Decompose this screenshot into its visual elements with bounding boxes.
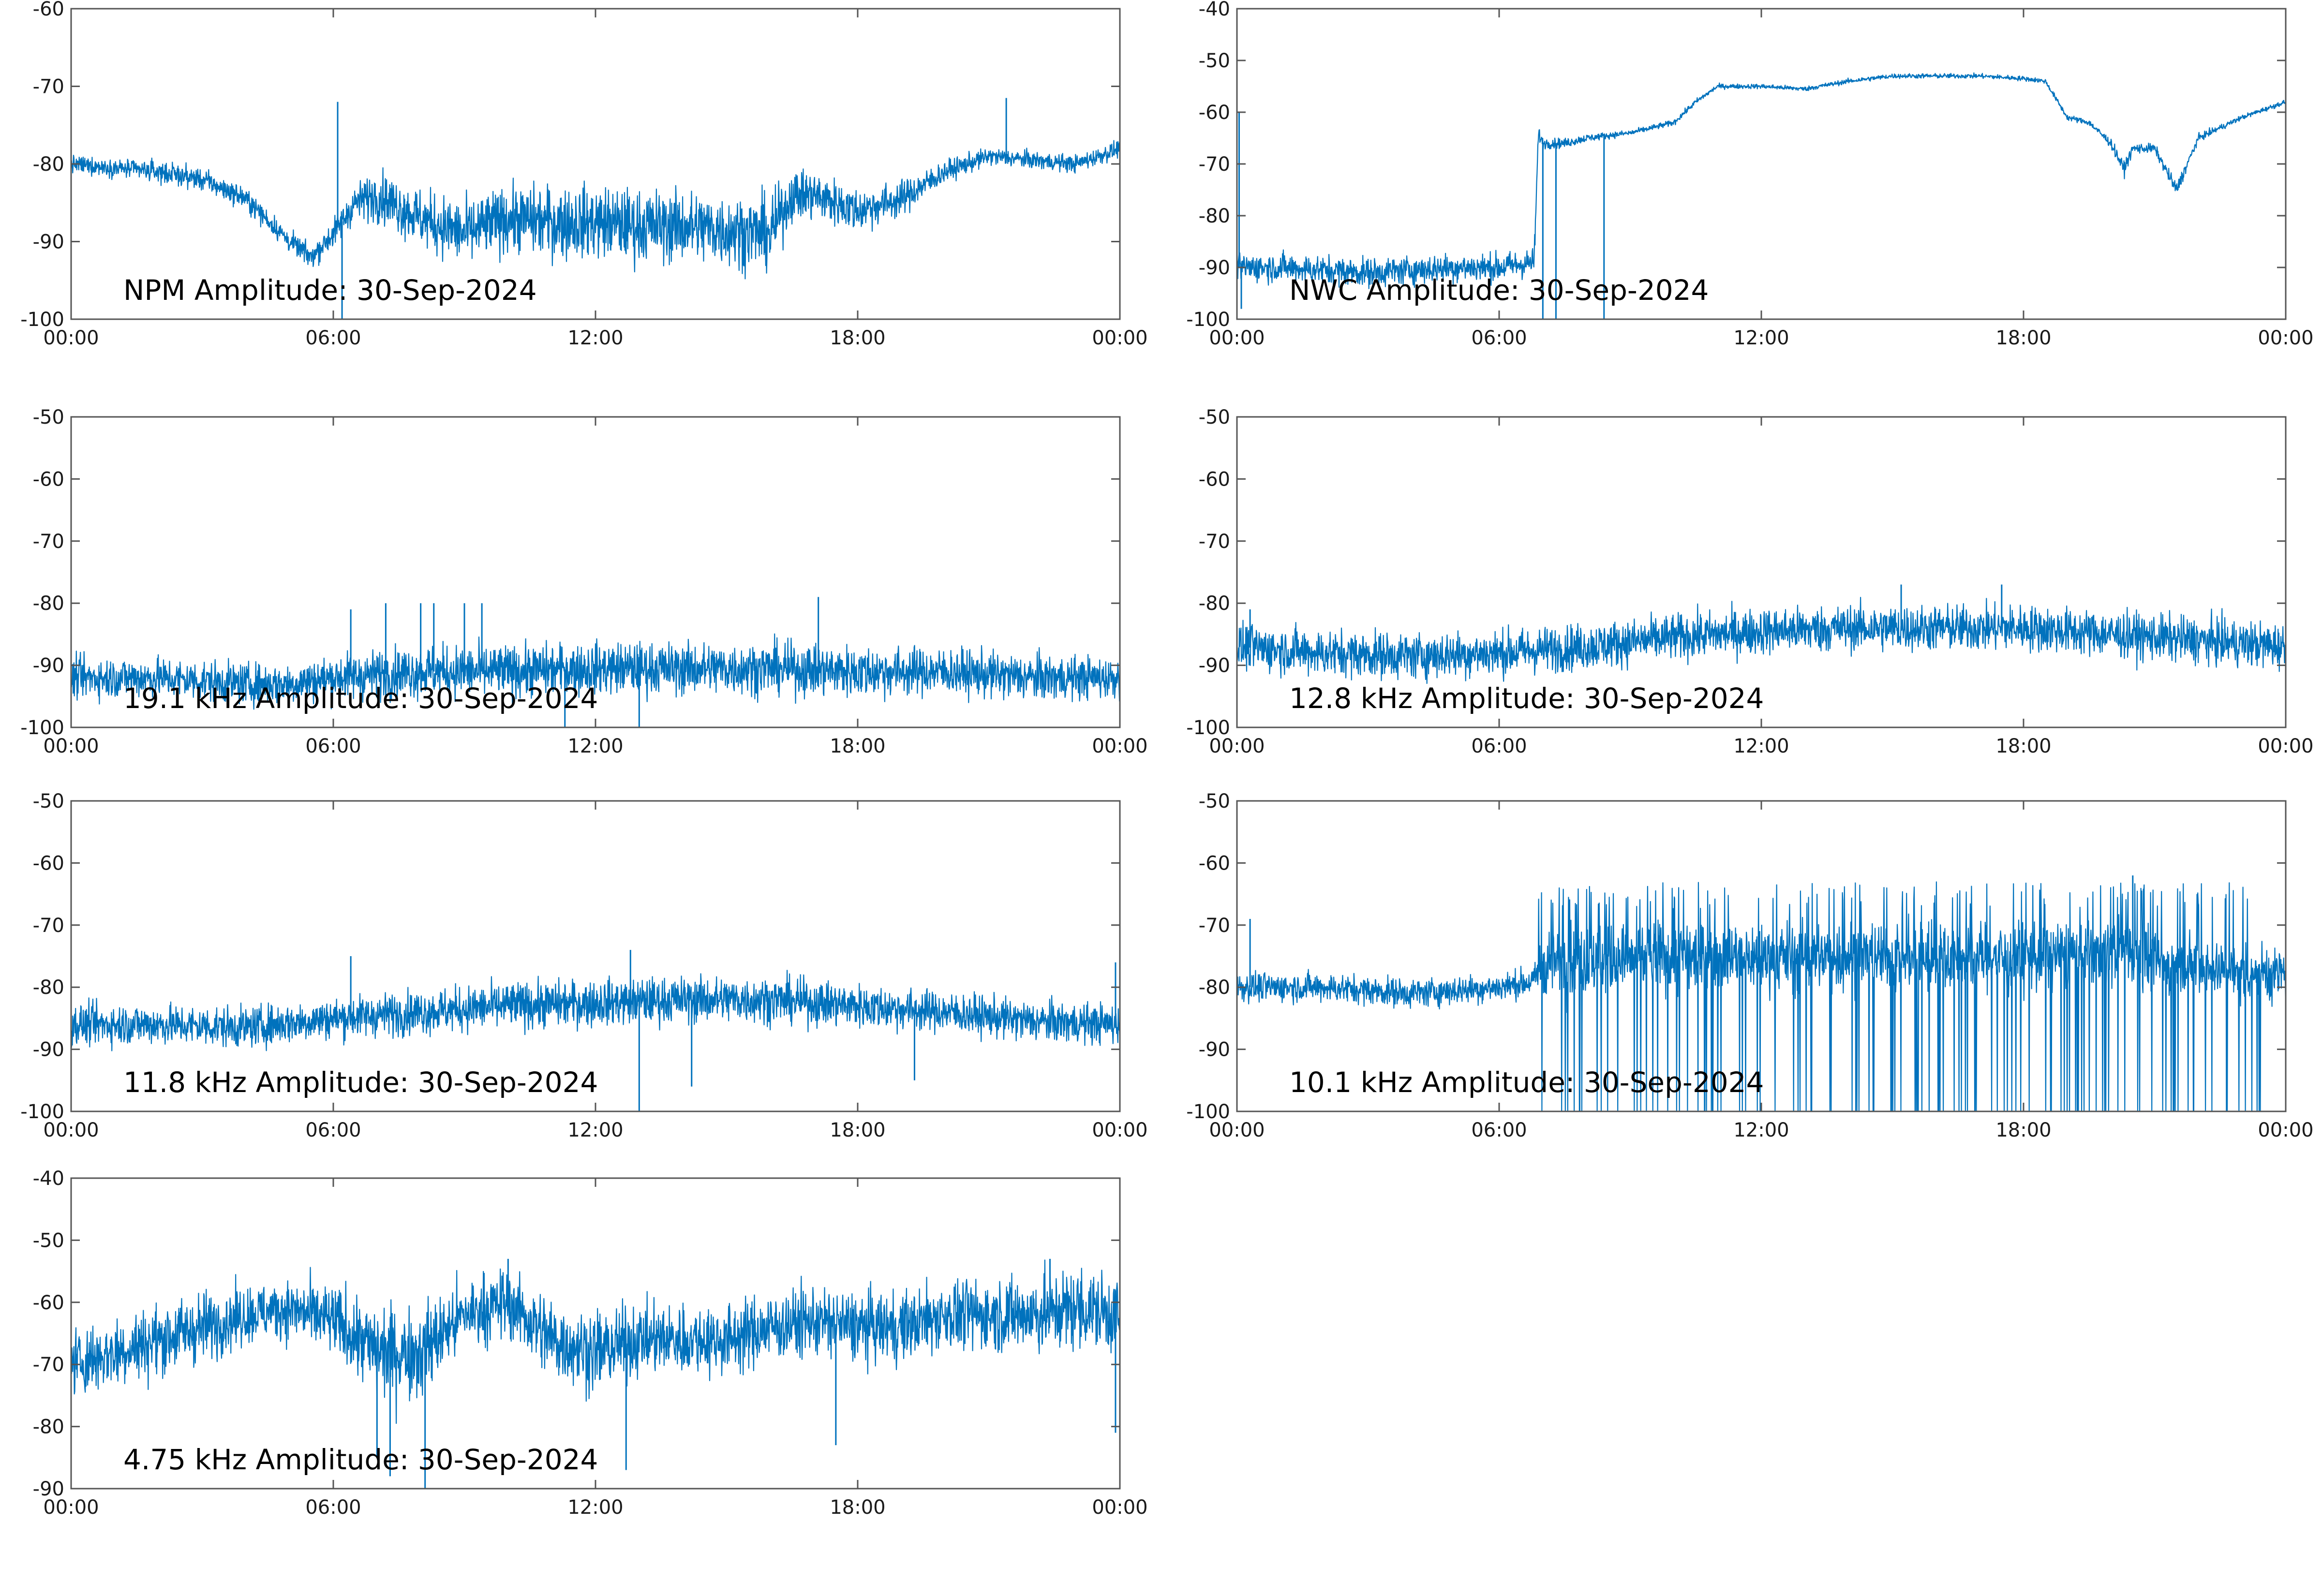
chart-panel-2: 00:00 06:00 12:00 18:00 00:00-100-90-80-70-6… (1186, 0, 2313, 349)
x-tick-label: 18:00 (830, 327, 885, 349)
y-tick-label: -60 (33, 0, 64, 20)
y-tick-label: -90 (33, 655, 64, 677)
y-tick-label: -70 (33, 915, 64, 937)
x-tick-label: 00:00 (1209, 1119, 1265, 1141)
x-tick-label: 12:00 (567, 1496, 623, 1519)
x-tick-label: 00:00 (43, 327, 99, 349)
y-tick-label: -100 (20, 1101, 64, 1123)
y-tick-label: -60 (1199, 102, 1230, 124)
series-line (71, 970, 1120, 1051)
x-tick-label: 18:00 (830, 1496, 885, 1519)
y-tick-label: -60 (1199, 852, 1230, 874)
y-tick-label: -90 (33, 1478, 64, 1500)
x-tick-label: 00:00 (1092, 1496, 1147, 1519)
y-tick-label: -70 (1199, 915, 1230, 937)
y-tick-label: -60 (33, 1292, 64, 1314)
x-tick-label: 00:00 (1092, 735, 1147, 757)
series-line (71, 1259, 1120, 1424)
y-tick-label: -80 (33, 153, 64, 176)
x-tick-label: 06:00 (305, 327, 361, 349)
y-tick-label: -80 (33, 592, 64, 615)
panel-title: NPM Amplitude: 30-Sep-2024 (123, 274, 537, 307)
y-tick-label: -70 (33, 76, 64, 98)
series-line (71, 140, 1120, 280)
chart-panel-3: 00:00 06:00 12:00 18:00 00:00-100-90-80-70-6… (20, 406, 1147, 757)
x-tick-label: 12:00 (1733, 327, 1789, 349)
x-tick-label: 00:00 (1092, 327, 1147, 349)
y-tick-label: -40 (1199, 0, 1230, 20)
x-tick-label: 12:00 (567, 327, 623, 349)
x-tick-label: 12:00 (567, 1119, 623, 1141)
x-tick-label: 18:00 (1995, 1119, 2051, 1141)
x-tick-label: 00:00 (43, 1496, 99, 1519)
y-tick-label: -80 (1199, 976, 1230, 999)
x-tick-label: 00:00 (1209, 327, 1265, 349)
x-tick-label: 00:00 (2258, 327, 2313, 349)
y-tick-label: -50 (1199, 790, 1230, 813)
y-tick-label: -50 (33, 1229, 64, 1252)
y-tick-label: -90 (1199, 1039, 1230, 1061)
y-tick-label: -80 (33, 1416, 64, 1438)
x-tick-label: 18:00 (830, 735, 885, 757)
panel-title: 10.1 kHz Amplitude: 30-Sep-2024 (1289, 1066, 1764, 1099)
y-tick-label: -70 (33, 1354, 64, 1376)
y-tick-label: -60 (1199, 468, 1230, 490)
panel-title: 19.1 kHz Amplitude: 30-Sep-2024 (123, 682, 598, 715)
x-tick-label: 18:00 (1995, 735, 2051, 757)
x-tick-label: 00:00 (2258, 1119, 2313, 1141)
series-line (71, 633, 1120, 710)
y-tick-label: -80 (33, 976, 64, 999)
chart-panel-1: 00:00 06:00 12:00 18:00 00:00-100-90-80-70-6… (20, 0, 1147, 349)
y-tick-label: -50 (33, 406, 64, 429)
series-line (1237, 881, 2286, 1111)
y-tick-label: -100 (1186, 1101, 1230, 1123)
y-tick-label: -60 (33, 468, 64, 490)
series-line (1237, 72, 2286, 289)
x-tick-label: 06:00 (1471, 735, 1527, 757)
y-tick-label: -100 (20, 309, 64, 331)
panel-title: 11.8 kHz Amplitude: 30-Sep-2024 (123, 1066, 598, 1099)
x-tick-label: 00:00 (43, 735, 99, 757)
y-tick-label: -90 (33, 1039, 64, 1061)
x-tick-label: 12:00 (567, 735, 623, 757)
y-tick-label: -50 (33, 790, 64, 813)
y-tick-label: -70 (1199, 153, 1230, 176)
x-tick-label: 06:00 (305, 1496, 361, 1519)
y-tick-label: -100 (1186, 309, 1230, 331)
x-tick-label: 00:00 (1209, 735, 1265, 757)
x-tick-label: 00:00 (2258, 735, 2313, 757)
x-tick-label: 18:00 (1995, 327, 2051, 349)
x-tick-label: 06:00 (1471, 1119, 1527, 1141)
y-tick-label: -90 (1199, 655, 1230, 677)
x-tick-label: 12:00 (1733, 735, 1789, 757)
x-tick-label: 06:00 (305, 1119, 361, 1141)
y-tick-label: -90 (1199, 257, 1230, 279)
chart-panel-5: 00:00 06:00 12:00 18:00 00:00-100-90-80-70-6… (20, 790, 1147, 1141)
chart-panel-6: 00:00 06:00 12:00 18:00 00:00-100-90-80-70-6… (1186, 790, 2313, 1141)
y-tick-label: -80 (1199, 205, 1230, 227)
chart-panel-4: 00:00 06:00 12:00 18:00 00:00-100-90-80-70-6… (1186, 406, 2313, 757)
y-tick-label: -90 (33, 231, 64, 253)
series-line (1237, 597, 2286, 684)
chart-panel-7: 00:00 06:00 12:00 18:00 00:00-90-80-70-60-50… (33, 1167, 1148, 1519)
y-tick-label: -70 (1199, 531, 1230, 553)
panel-title: 12.8 kHz Amplitude: 30-Sep-2024 (1289, 682, 1764, 715)
x-tick-label: 18:00 (830, 1119, 885, 1141)
x-tick-label: 06:00 (1471, 327, 1527, 349)
x-tick-label: 00:00 (1092, 1119, 1147, 1141)
y-tick-label: -50 (1199, 406, 1230, 429)
y-tick-label: -40 (33, 1167, 64, 1190)
x-tick-label: 06:00 (305, 735, 361, 757)
panel-title: 4.75 kHz Amplitude: 30-Sep-2024 (123, 1443, 598, 1476)
y-tick-label: -50 (1199, 50, 1230, 72)
x-tick-label: 00:00 (43, 1119, 99, 1141)
x-tick-label: 12:00 (1733, 1119, 1789, 1141)
y-tick-label: -70 (33, 531, 64, 553)
panel-title: NWC Amplitude: 30-Sep-2024 (1289, 274, 1709, 307)
y-tick-label: -80 (1199, 592, 1230, 615)
y-tick-label: -60 (33, 852, 64, 874)
y-tick-label: -100 (20, 717, 64, 739)
y-tick-label: -100 (1186, 717, 1230, 739)
